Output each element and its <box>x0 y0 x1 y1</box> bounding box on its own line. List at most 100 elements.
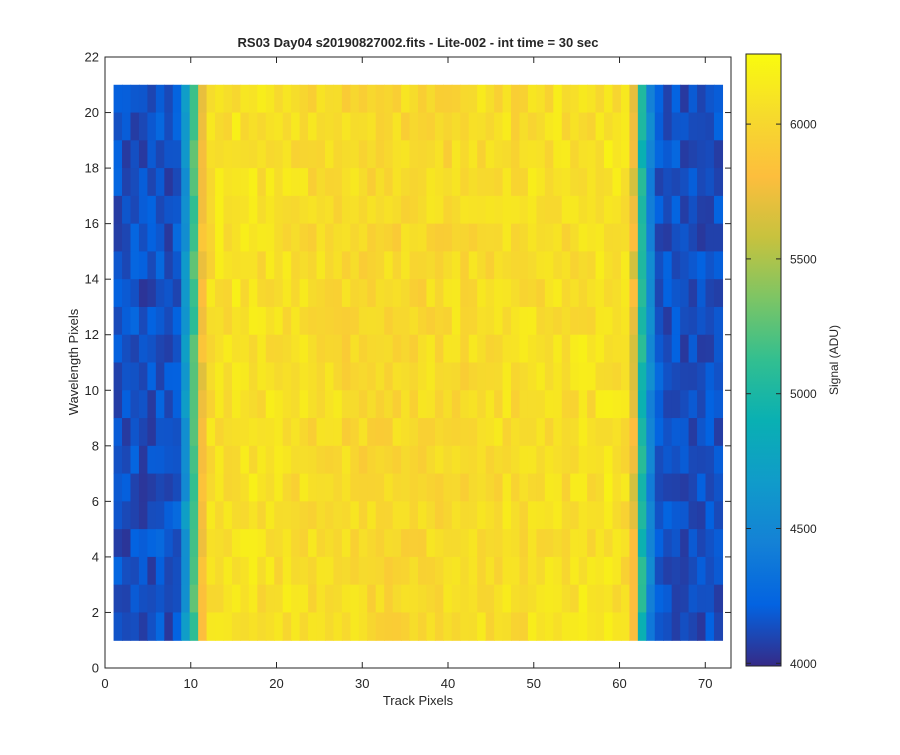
heatmap-cell <box>401 584 411 614</box>
heatmap-cell <box>130 501 140 530</box>
heatmap-cell <box>536 612 546 641</box>
heatmap-cell <box>705 501 715 530</box>
heatmap-cell <box>206 279 216 308</box>
y-tick-label: 0 <box>92 661 99 676</box>
heatmap-cell <box>316 306 326 336</box>
heatmap-cell <box>671 306 681 336</box>
heatmap-cell <box>155 195 165 225</box>
heatmap-cell <box>418 168 428 197</box>
heatmap-cell <box>671 223 681 253</box>
heatmap-cell <box>688 251 698 280</box>
heatmap-cell <box>629 168 639 197</box>
heatmap-cell <box>494 223 504 253</box>
heatmap-cell <box>333 362 343 391</box>
heatmap-cell <box>426 112 436 141</box>
heatmap-cell <box>223 362 233 391</box>
heatmap-cell <box>164 168 174 197</box>
heatmap-cell <box>223 501 233 530</box>
heatmap-cell <box>697 168 707 197</box>
colorbar <box>745 53 782 667</box>
heatmap-cell <box>688 445 698 475</box>
heatmap-cell <box>697 334 707 364</box>
heatmap-cell <box>460 390 470 419</box>
heatmap-cell <box>527 279 537 308</box>
heatmap-cell <box>519 112 529 141</box>
heatmap-cell <box>215 445 225 475</box>
heatmap-cell <box>341 195 351 225</box>
heatmap-cell <box>358 306 368 336</box>
heatmap-cell <box>544 501 554 530</box>
heatmap-cell <box>384 529 394 558</box>
heatmap-cell <box>155 556 165 586</box>
heatmap-cell <box>553 584 563 614</box>
heatmap-cell <box>604 279 614 308</box>
heatmap-cell <box>274 473 284 502</box>
heatmap-cell <box>595 168 605 197</box>
heatmap-cell <box>511 84 521 114</box>
heatmap-cell <box>223 390 233 419</box>
heatmap-cell <box>418 306 428 336</box>
heatmap-cell <box>688 84 698 114</box>
heatmap-cell <box>358 445 368 475</box>
heatmap-cell <box>561 556 571 586</box>
heatmap-cell <box>587 195 597 225</box>
heatmap-cell <box>561 584 571 614</box>
heatmap-cell <box>367 529 377 558</box>
heatmap-cell <box>223 140 233 169</box>
heatmap-cell <box>705 584 715 614</box>
heatmap-cell <box>409 195 419 225</box>
x-axis-ticks: 0 10 20 30 40 50 60 70 <box>101 57 713 691</box>
heatmap-cell <box>130 362 140 391</box>
heatmap-cell <box>274 529 284 558</box>
heatmap-cell <box>612 306 622 336</box>
heatmap-cell <box>570 168 580 197</box>
heatmap-cell <box>527 251 537 280</box>
heatmap-cell <box>392 140 402 169</box>
heatmap-cell <box>299 195 309 225</box>
heatmap-cell <box>164 445 174 475</box>
heatmap-cell <box>561 612 571 641</box>
heatmap-cell <box>451 584 461 614</box>
heatmap-cell <box>604 473 614 502</box>
heatmap-cell <box>274 168 284 197</box>
heatmap-cell <box>443 223 453 253</box>
heatmap-cell <box>553 445 563 475</box>
heatmap-cell <box>358 334 368 364</box>
heatmap-cell <box>291 473 301 502</box>
heatmap-cell <box>629 556 639 586</box>
heatmap-cell <box>113 362 123 391</box>
heatmap-cell <box>553 390 563 419</box>
y-tick-label: 12 <box>85 327 99 342</box>
heatmap-cell <box>138 612 148 641</box>
heatmap-cell <box>511 556 521 586</box>
heatmap-cell <box>316 334 326 364</box>
heatmap-cell <box>595 112 605 141</box>
heatmap-cell <box>460 473 470 502</box>
x-tick-label: 20 <box>269 676 283 691</box>
heatmap-cell <box>172 279 182 308</box>
heatmap-cell <box>629 112 639 141</box>
heatmap-cell <box>257 195 267 225</box>
heatmap-cell <box>122 223 132 253</box>
heatmap-cell <box>688 473 698 502</box>
heatmap-cell <box>375 140 385 169</box>
heatmap-cell <box>367 556 377 586</box>
heatmap-cell <box>231 195 242 225</box>
heatmap-cell <box>375 334 385 364</box>
heatmap-cell <box>130 168 140 197</box>
heatmap-cell <box>358 556 368 586</box>
heatmap-cell <box>460 334 470 364</box>
heatmap-cell <box>654 112 664 141</box>
heatmap-cell <box>697 612 707 641</box>
heatmap-cell <box>122 556 132 586</box>
heatmap-cell <box>350 501 360 530</box>
heatmap-cell <box>468 168 478 197</box>
heatmap-cell <box>688 556 698 586</box>
heatmap-cell <box>358 418 368 447</box>
heatmap-cell <box>240 334 250 364</box>
heatmap-cell <box>401 556 411 586</box>
heatmap-cell <box>282 168 292 197</box>
heatmap-cell <box>697 195 707 225</box>
heatmap-cell <box>451 84 461 114</box>
y-tick-label: 8 <box>92 438 99 453</box>
